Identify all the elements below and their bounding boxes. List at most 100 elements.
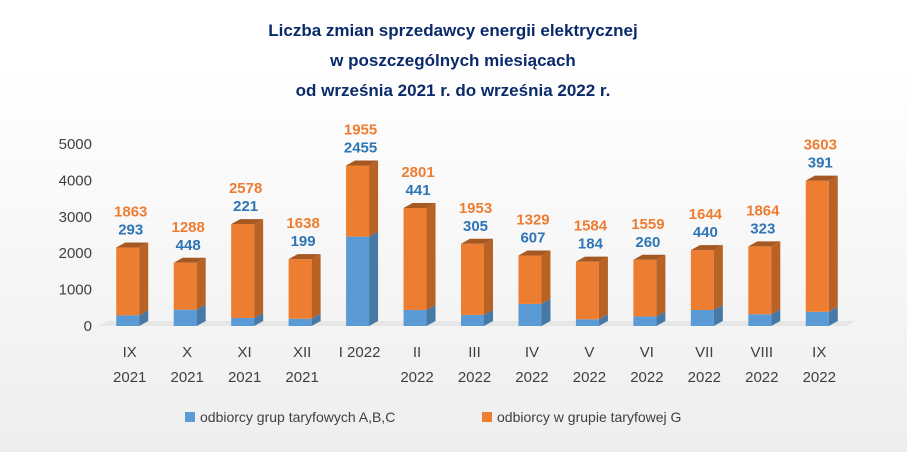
bar-abc-12 bbox=[805, 311, 829, 326]
bar-abc-side-7 bbox=[541, 298, 551, 326]
bar-g-6 bbox=[461, 243, 484, 315]
bar-g-top-4 bbox=[346, 160, 379, 166]
bar-abc-11 bbox=[748, 314, 772, 326]
data-label-g-11: 1864 bbox=[746, 202, 780, 219]
bar-g-side-0 bbox=[139, 242, 149, 316]
bar-g-top-7 bbox=[518, 250, 551, 256]
bar-abc-side-9 bbox=[656, 311, 666, 326]
bar-abc-6 bbox=[461, 314, 484, 326]
x-tick-label-year-11: 2022 bbox=[745, 369, 778, 386]
bar-g-0 bbox=[116, 247, 140, 316]
bar-abc-10 bbox=[690, 309, 714, 326]
bar-g-5 bbox=[403, 207, 427, 310]
data-label-abc-5: 441 bbox=[406, 182, 431, 199]
y-tick-label-4: 4000 bbox=[59, 172, 92, 189]
bar-group-2 bbox=[231, 219, 264, 326]
bar-abc-5 bbox=[403, 309, 427, 326]
x-tick-label-11: VIII bbox=[751, 344, 774, 361]
data-label-abc-1: 448 bbox=[176, 237, 201, 254]
bar-g-top-9 bbox=[633, 254, 666, 260]
x-tick-label-year-7: 2022 bbox=[515, 369, 548, 386]
bar-group-11 bbox=[748, 241, 781, 326]
bar-group-10 bbox=[690, 245, 723, 326]
legend-swatch-abc bbox=[185, 412, 195, 422]
bar-g-side-1 bbox=[196, 257, 206, 310]
data-label-abc-8: 184 bbox=[578, 236, 604, 253]
legend-label-abc: odbiorcy grup taryfowych A,B,C bbox=[200, 409, 395, 425]
x-tick-label-4: I 2022 bbox=[339, 344, 381, 361]
x-tick-label-year-10: 2022 bbox=[688, 369, 721, 386]
bar-g-top-0 bbox=[116, 242, 149, 248]
x-tick-label-9: VI bbox=[640, 344, 654, 361]
chart-title-line-3: od września 2021 r. do września 2022 r. bbox=[296, 81, 611, 100]
bar-g-12 bbox=[805, 180, 829, 312]
data-label-abc-10: 440 bbox=[693, 224, 718, 241]
data-label-g-4: 1955 bbox=[344, 121, 377, 138]
y-tick-label-1: 1000 bbox=[59, 282, 92, 299]
bar-abc-4 bbox=[346, 236, 370, 326]
bar-abc-9 bbox=[633, 316, 657, 326]
x-tick-label-12: IX bbox=[812, 344, 826, 361]
data-label-abc-4: 2455 bbox=[344, 139, 377, 156]
bar-abc-side-6 bbox=[484, 309, 493, 326]
legend-label-g: odbiorcy w grupie taryfowej G bbox=[497, 409, 681, 425]
data-label-g-12: 3603 bbox=[804, 137, 837, 154]
x-tick-label-10: VII bbox=[695, 344, 713, 361]
x-axis: IX 2021 X 2021 XI 2021 XII 2021 I 2022 II 2022 III 2… bbox=[113, 344, 836, 386]
bar-g-side-11 bbox=[771, 241, 781, 315]
bar-group-12 bbox=[805, 175, 838, 326]
x-tick-label-year-2: 2021 bbox=[228, 369, 261, 386]
bar-group-1 bbox=[173, 257, 206, 326]
y-tick-label-2: 2000 bbox=[59, 245, 92, 262]
bar-abc-2 bbox=[231, 317, 255, 326]
bar-abc-side-11 bbox=[771, 309, 781, 326]
data-label-g-8: 1584 bbox=[574, 218, 608, 235]
bar-g-9 bbox=[633, 259, 657, 317]
bar-g-top-1 bbox=[173, 257, 206, 263]
bar-group-9 bbox=[633, 254, 666, 326]
bar-group-7 bbox=[518, 250, 551, 326]
x-tick-label-year-5: 2022 bbox=[400, 369, 433, 386]
x-tick-label-2: XI bbox=[238, 344, 252, 361]
bar-g-side-12 bbox=[828, 175, 838, 312]
bar-g-side-7 bbox=[541, 250, 551, 304]
bar-g-side-5 bbox=[426, 202, 436, 310]
data-label-abc-0: 293 bbox=[118, 222, 143, 239]
x-tick-label-1: X bbox=[182, 344, 192, 361]
bar-g-top-12 bbox=[805, 175, 838, 181]
data-label-abc-11: 323 bbox=[750, 220, 775, 237]
legend-swatch-g bbox=[482, 412, 492, 422]
data-label-abc-12: 391 bbox=[808, 155, 833, 172]
x-tick-label-year-0: 2021 bbox=[113, 369, 146, 386]
y-axis: 0 1000 2000 3000 4000 5000 bbox=[59, 136, 92, 335]
y-tick-label-0: 0 bbox=[84, 318, 92, 335]
data-label-abc-6: 305 bbox=[463, 218, 488, 235]
bar-abc-8 bbox=[575, 319, 599, 326]
x-tick-label-0: IX bbox=[123, 344, 137, 361]
bar-g-8 bbox=[575, 261, 599, 320]
bar-g-2 bbox=[231, 224, 255, 318]
x-tick-label-year-8: 2022 bbox=[573, 369, 606, 386]
data-label-abc-7: 607 bbox=[520, 230, 545, 247]
data-label-abc-9: 260 bbox=[635, 234, 660, 251]
x-tick-label-year-1: 2021 bbox=[171, 369, 204, 386]
bar-group-4 bbox=[346, 160, 379, 326]
bar-g-11 bbox=[748, 246, 772, 315]
data-label-g-7: 1329 bbox=[516, 212, 549, 229]
y-tick-label-3: 3000 bbox=[59, 209, 92, 226]
bar-abc-side-12 bbox=[828, 306, 838, 326]
x-tick-label-year-3: 2021 bbox=[285, 369, 318, 386]
data-label-g-6: 1953 bbox=[459, 200, 492, 217]
bar-abc-side-3 bbox=[311, 313, 321, 326]
bar-g-10 bbox=[690, 250, 714, 310]
bar-group-8 bbox=[575, 256, 608, 326]
x-tick-label-year-12: 2022 bbox=[803, 369, 836, 386]
data-label-abc-3: 199 bbox=[291, 233, 316, 250]
bar-abc-side-4 bbox=[369, 231, 379, 326]
bar-g-top-3 bbox=[288, 254, 321, 260]
bar-abc-side-0 bbox=[139, 310, 149, 326]
x-tick-label-year-6: 2022 bbox=[458, 369, 491, 386]
